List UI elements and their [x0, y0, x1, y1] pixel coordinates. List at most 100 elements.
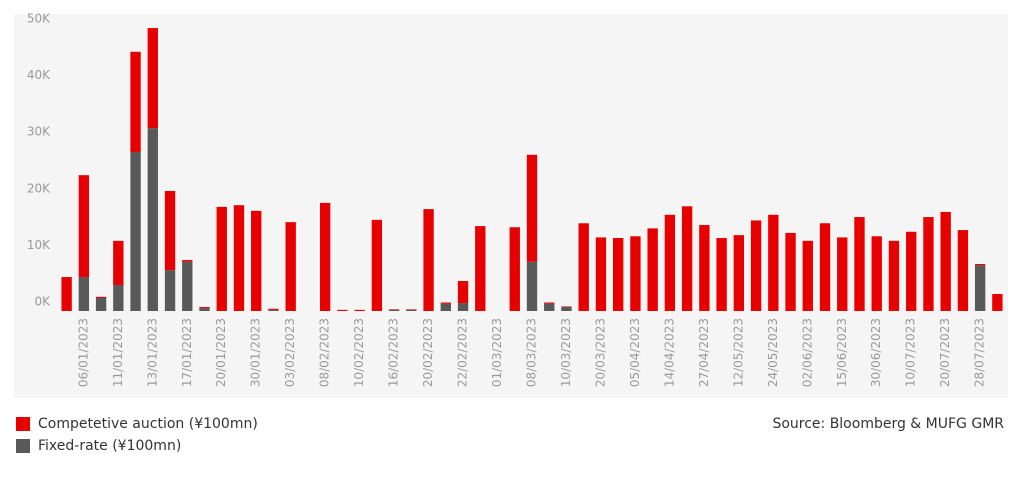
x-tick-label: 06/01/2023 — [76, 318, 90, 387]
legend-label: Competetive auction (¥100mn) — [38, 416, 258, 432]
bar-segment — [526, 261, 538, 311]
bar-segment — [526, 154, 538, 262]
legend-swatch — [16, 439, 30, 453]
bar-segment — [95, 297, 107, 311]
bar-segment — [819, 223, 831, 311]
bar-segment — [750, 220, 762, 311]
bar-segment — [388, 309, 400, 310]
bar-segment — [595, 237, 607, 311]
x-tick-label: 03/02/2023 — [283, 318, 297, 387]
x-tick-label: 22/02/2023 — [456, 318, 470, 387]
bar-segment — [785, 232, 796, 311]
bar-segment — [164, 191, 176, 271]
bar-segment — [216, 206, 227, 311]
bar-segment — [906, 231, 917, 311]
bar-segment — [61, 277, 72, 311]
y-tick-label: 40K — [27, 68, 51, 82]
bar-segment — [923, 217, 934, 311]
bar-segment — [716, 237, 727, 311]
x-tick-label: 17/01/2023 — [180, 318, 194, 387]
bar-segment — [95, 296, 107, 298]
x-tick-label: 10/03/2023 — [559, 318, 573, 387]
bar-segment — [130, 151, 141, 311]
bar-segment — [578, 223, 589, 311]
legend-swatch — [16, 417, 30, 431]
bar-segment — [78, 277, 90, 311]
bar-segment — [544, 303, 555, 311]
bar-segment — [233, 205, 245, 311]
x-tick-label: 02/06/2023 — [800, 318, 814, 387]
bar-segment — [613, 237, 624, 311]
x-tick-label: 30/06/2023 — [869, 318, 883, 387]
bar-segment — [268, 309, 279, 311]
bar-segment — [733, 235, 745, 311]
x-tick-label: 24/05/2023 — [766, 318, 780, 387]
x-tick-label: 14/04/2023 — [662, 318, 676, 387]
bar-segment — [802, 240, 813, 311]
bar-segment — [199, 307, 210, 309]
bar-segment — [871, 236, 882, 311]
bar-segment — [974, 265, 986, 311]
bar-segment — [199, 308, 210, 311]
x-tick-label: 11/01/2023 — [111, 318, 125, 387]
x-tick-label: 01/03/2023 — [490, 318, 504, 387]
x-tick-label: 13/01/2023 — [145, 318, 159, 387]
bar-segment — [888, 240, 900, 311]
bar-segment — [182, 261, 193, 311]
bar-segment — [78, 175, 90, 278]
y-tick-label: 50K — [27, 12, 51, 26]
bar-segment — [251, 210, 262, 311]
bar-segment — [182, 260, 193, 262]
bar-segment — [457, 303, 469, 311]
legend-label: Fixed-rate (¥100mn) — [38, 438, 181, 454]
bar-segment — [699, 224, 710, 311]
x-tick-label: 30/01/2023 — [249, 318, 263, 387]
bar-segment — [337, 309, 348, 311]
bar-segment — [113, 284, 124, 311]
bar-segment — [647, 228, 658, 311]
bar-segment — [509, 227, 520, 311]
bar-segment — [992, 294, 1003, 311]
y-tick-label: 20K — [27, 181, 51, 195]
source: Source: Bloomberg & MUFG GMR — [772, 416, 1004, 432]
x-tick-label: 08/03/2023 — [525, 318, 539, 387]
bar-segment — [681, 206, 693, 311]
x-tick-label: 20/02/2023 — [421, 318, 435, 387]
x-tick-label: 08/02/2023 — [318, 318, 332, 387]
bar-segment — [475, 226, 486, 311]
x-tick-label: 20/01/2023 — [214, 318, 228, 387]
bar-segment — [457, 281, 469, 304]
bar-segment — [371, 219, 383, 311]
bar-segment — [957, 230, 969, 311]
x-tick-label: 28/07/2023 — [973, 318, 987, 387]
x-tick-label: 10/07/2023 — [904, 318, 918, 387]
x-tick-label: 20/03/2023 — [593, 318, 607, 387]
bar-segment — [406, 309, 417, 310]
bar-segment — [974, 264, 986, 266]
bar-segment — [664, 214, 676, 311]
bar-segment — [268, 308, 279, 310]
bar-segment — [113, 240, 124, 285]
bar-segment — [940, 211, 951, 311]
x-tick-label: 05/04/2023 — [628, 318, 642, 387]
plot-background — [14, 14, 1008, 398]
x-tick-label: 12/05/2023 — [731, 318, 745, 387]
bar-segment — [544, 302, 555, 304]
bar-segment — [561, 307, 572, 311]
x-tick-label: 27/04/2023 — [697, 318, 711, 387]
bar-segment — [354, 309, 365, 311]
x-tick-label: 15/06/2023 — [835, 318, 849, 387]
bar-segment — [561, 306, 572, 308]
bar-segment — [130, 51, 141, 152]
bar-segment — [147, 128, 158, 311]
bar-segment — [768, 214, 779, 311]
x-tick-label: 10/02/2023 — [352, 318, 366, 387]
bar-segment — [164, 270, 176, 311]
bar-segment — [854, 217, 865, 311]
y-tick-label: 10K — [27, 238, 51, 252]
y-tick-label: 30K — [27, 125, 51, 139]
bar-segment — [630, 236, 641, 311]
bar-segment — [147, 28, 158, 129]
x-tick-label: 16/02/2023 — [387, 318, 401, 387]
